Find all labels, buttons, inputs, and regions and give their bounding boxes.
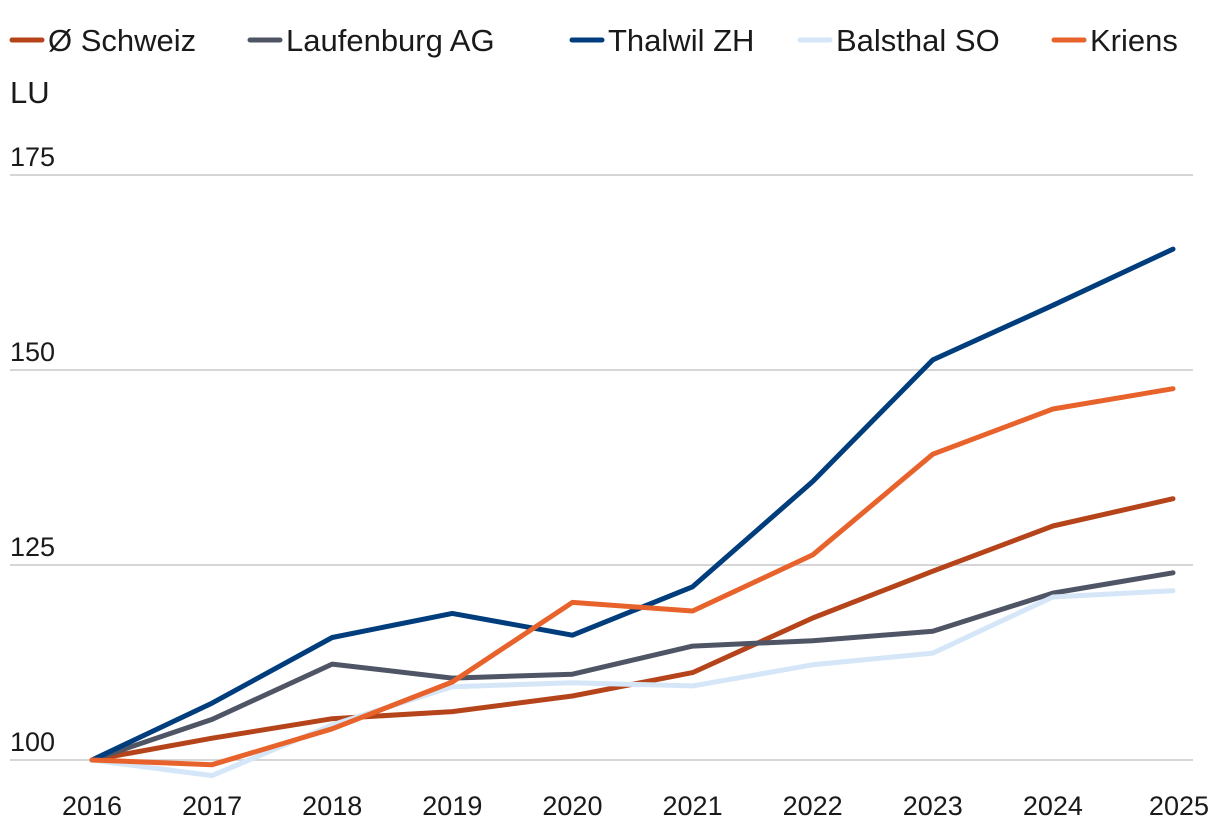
- x-axis-ticks: 2016 2017 2018 2019 2020 2021 2022 2023 2024 2025: [62, 791, 1209, 821]
- legend-label: Kriens LU: [10, 23, 1178, 110]
- x-tick-label-2022: 2022: [783, 791, 843, 821]
- x-tick-label-2016: 2016: [62, 791, 122, 821]
- series-line-kriens-lu: [89, 386, 1176, 768]
- legend-item-kriens-lu: Kriens LU: [10, 23, 1178, 110]
- legend-item-thalwil-zh: Thalwil ZH: [569, 23, 754, 58]
- legend-item-o-schweiz: Ø Schweiz: [9, 23, 196, 58]
- x-tick-label-2025: 2025: [1149, 791, 1209, 821]
- y-tick-label-100: 100: [10, 727, 55, 757]
- x-tick-label-2020: 2020: [542, 791, 602, 821]
- legend: Ø Schweiz Laufenburg AG Thalwil ZH Balsthal…: [9, 23, 1178, 110]
- x-tick-label-2019: 2019: [422, 791, 482, 821]
- x-tick-label-2023: 2023: [903, 791, 963, 821]
- gridlines: [10, 174, 1193, 761]
- y-tick-label-150: 150: [10, 337, 55, 367]
- series-line-laufenburg-ag: [89, 570, 1176, 763]
- legend-label: Balsthal SO: [836, 23, 1000, 58]
- series-line-o-schweiz: [89, 496, 1176, 763]
- legend-item-balsthal-so: Balsthal SO: [797, 23, 1000, 58]
- y-tick-label-125: 125: [10, 532, 55, 562]
- legend-label: Thalwil ZH: [608, 23, 754, 58]
- x-tick-label-2017: 2017: [182, 791, 242, 821]
- series-line-balsthal-so: [89, 588, 1176, 779]
- x-tick-label-2024: 2024: [1023, 791, 1083, 821]
- series-lines: [89, 246, 1176, 779]
- x-tick-label-2021: 2021: [663, 791, 723, 821]
- y-axis-ticks: 100 125 150 175: [10, 142, 55, 757]
- y-tick-label-175: 175: [10, 142, 55, 172]
- legend-label: Laufenburg AG: [286, 23, 495, 58]
- legend-label: Ø Schweiz: [48, 23, 196, 58]
- legend-item-laufenburg-ag: Laufenburg AG: [247, 23, 495, 58]
- x-tick-label-2018: 2018: [302, 791, 362, 821]
- series-line-thalwil-zh: [89, 246, 1176, 763]
